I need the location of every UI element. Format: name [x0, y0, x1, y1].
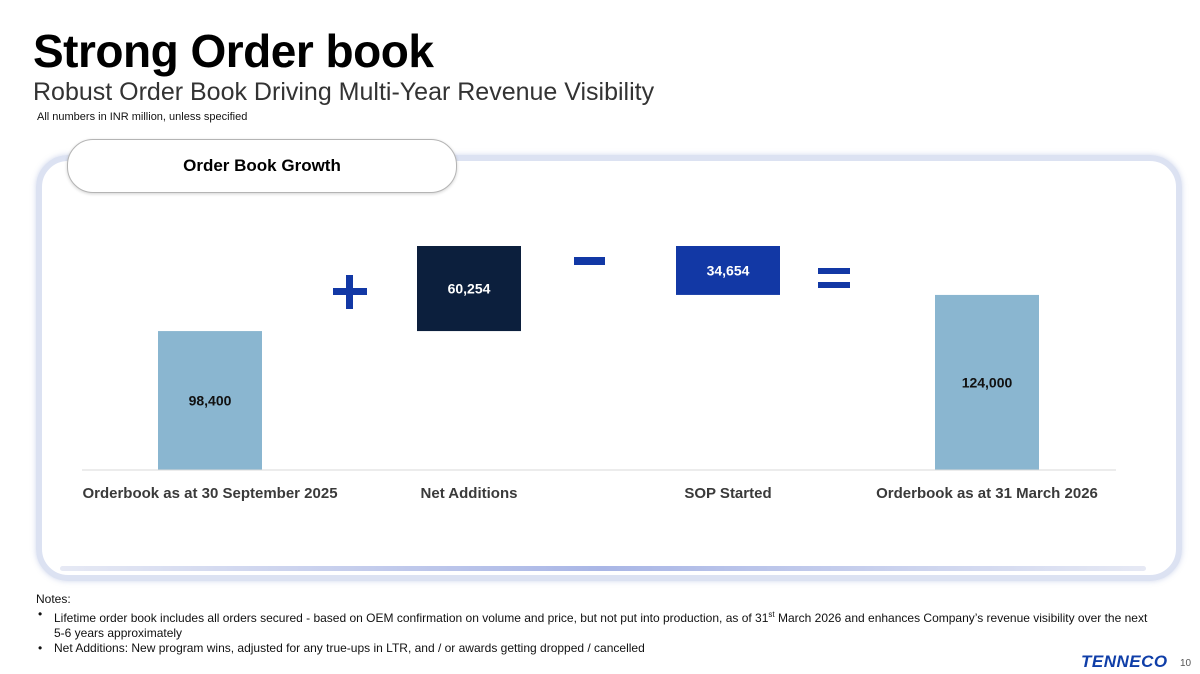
notes-list: Lifetime order book includes all orders …	[36, 607, 1156, 656]
category-label-1: Orderbook as at 30 September 2025	[82, 485, 337, 502]
bar-1	[158, 331, 262, 470]
panel-title: Order Book Growth	[183, 156, 341, 175]
notes-heading: Notes:	[36, 592, 71, 606]
chart-panel	[36, 155, 1182, 581]
category-label-4: Orderbook as at 31 March 2026	[876, 485, 1098, 502]
bar-4	[935, 294, 1039, 470]
value-label-2: 60,254	[448, 281, 491, 297]
tenneco-logo: TENNECO	[1081, 652, 1168, 671]
labels-group: 98,400 Orderbook as at 30 September 2025 6…	[82, 262, 1097, 502]
units-note: All numbers in INR million, unless speci…	[37, 111, 248, 123]
category-label-3: SOP Started	[684, 485, 771, 502]
note-item-1: Lifetime order book includes all orders …	[38, 607, 1156, 641]
value-label-3: 34,654	[707, 262, 750, 278]
equals-operator-top	[818, 268, 850, 274]
equals-operator-bottom	[818, 282, 850, 288]
notes-section: Notes: Lifetime order book includes all …	[36, 592, 1156, 656]
page-number: 10	[1180, 658, 1192, 669]
minus-operator	[574, 257, 605, 265]
page-title: Strong Order book	[33, 25, 434, 77]
category-label-2: Net Additions	[421, 485, 518, 502]
bar-2	[417, 246, 521, 332]
bar-3	[676, 246, 780, 295]
note-1-text-b: March 2026 and enhances Company’s revenu…	[54, 611, 1148, 640]
note-2-text: Net Additions: New program wins, adjuste…	[54, 641, 645, 655]
operators-group	[333, 257, 850, 309]
bars-group	[158, 246, 1039, 470]
value-label-1: 98,400	[189, 393, 232, 409]
note-1-text-a: Lifetime order book includes all orders …	[54, 611, 769, 625]
chart-panel-accent	[60, 566, 1146, 571]
page-subtitle: Robust Order Book Driving Multi-Year Rev…	[33, 78, 655, 106]
panel-title-pill: Order Book Growth	[67, 139, 457, 193]
plus-operator-vertical	[346, 275, 353, 309]
note-item-2: Net Additions: New program wins, adjuste…	[38, 641, 1156, 656]
note-1-superscript: st	[768, 610, 775, 619]
value-label-4: 124,000	[962, 374, 1013, 390]
